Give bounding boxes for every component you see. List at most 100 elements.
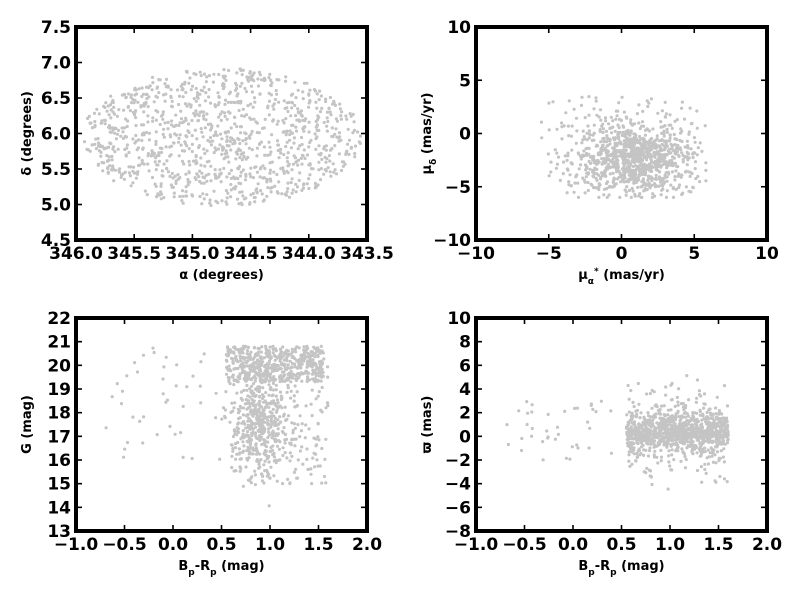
data-point [684,434,688,438]
data-point [179,431,183,435]
data-point [261,199,265,203]
data-point [222,68,226,72]
data-point [674,146,679,150]
data-point [637,147,641,151]
data-point [194,86,198,91]
data-point [263,117,267,121]
data-points [539,95,708,199]
data-point [649,153,653,157]
data-point [250,384,254,388]
data-point [315,365,319,369]
x-tick-label: 0.0 [158,535,188,555]
data-point [650,388,654,392]
data-point [626,442,630,446]
data-point [261,417,265,421]
data-point [644,448,648,452]
data-point [235,433,239,437]
y-tick-label: 22 [47,309,71,329]
data-point [293,444,297,448]
data-point [651,127,655,131]
data-point [128,109,132,113]
data-point [236,177,240,181]
data-point [315,349,319,353]
data-point [305,81,309,85]
data-point [285,353,289,357]
data-point [224,189,228,193]
data-point [648,186,652,190]
data-point [640,163,644,167]
data-point [252,399,256,403]
data-point [247,447,251,451]
data-point [285,156,289,160]
data-point [627,188,632,192]
data-point [560,125,564,129]
data-point [297,346,301,350]
data-point [329,113,333,117]
data-point [311,456,315,460]
data-point [110,158,114,162]
data-point [671,186,676,190]
data-point [249,481,253,485]
data-point [178,194,182,199]
data-point [122,177,126,181]
data-point [235,391,239,395]
data-point [267,140,271,144]
data-point [677,172,681,176]
data-point [170,119,174,123]
data-point [275,78,279,82]
data-point [655,421,659,425]
data-point [632,181,636,185]
data-point [690,423,694,427]
data-point [226,100,230,104]
data-point [310,372,315,376]
data-point [231,360,235,364]
data-point [609,409,613,413]
data-point [296,88,300,92]
data-point [616,132,620,137]
data-point [251,191,255,196]
data-point [299,135,304,140]
data-point [699,465,704,469]
data-point [667,437,672,442]
data-point [251,452,255,456]
data-point [251,73,255,77]
data-point [620,133,624,137]
data-point [190,142,194,146]
data-point [601,122,605,126]
data-point [308,98,312,103]
data-point [662,144,666,148]
data-point [636,430,640,435]
data-point [353,144,358,148]
data-point [200,130,204,134]
data-point [705,436,710,440]
data-point [235,197,240,201]
data-point [587,446,591,450]
data-point [574,141,578,145]
data-point [316,421,320,425]
data-point [597,151,602,155]
data-point [249,350,253,354]
data-point [629,418,634,422]
data-point [641,183,645,187]
data-point [195,112,199,116]
data-point [689,416,693,420]
data-point [585,153,589,157]
data-point [525,422,529,427]
data-point [682,442,687,446]
data-point [152,350,156,355]
data-point [290,177,294,181]
data-point [307,145,311,149]
data-point [258,365,262,369]
data-point [725,404,730,408]
data-point [252,363,256,367]
data-point [210,124,214,128]
data-point [288,366,292,370]
data-point [609,451,614,455]
data-point [646,178,650,182]
data-point [255,130,259,135]
data-point [161,110,165,114]
data-point [245,456,249,461]
data-point [662,134,666,138]
data-point [679,459,683,463]
data-point [714,423,718,427]
